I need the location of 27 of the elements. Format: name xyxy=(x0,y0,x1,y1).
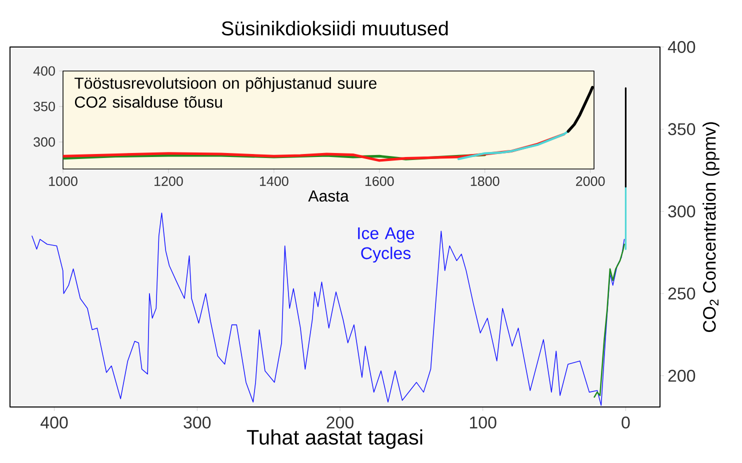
y-tick-label: 400 xyxy=(33,66,55,76)
x-axis-title: Tuhat aastat tagasi xyxy=(246,429,422,449)
y-tick-label: 350 xyxy=(668,123,696,136)
x-tick-label: 100 xyxy=(470,416,496,428)
chart-title: Süsinikdioksiidi muutused xyxy=(222,20,448,36)
annotation: Tööstusrevolutsioon on põhjustanud suure CO2 sisalduse tõusu xyxy=(74,77,376,108)
series-label: Ice Age Cycles xyxy=(358,227,414,263)
x-tick-label: 1800 xyxy=(470,176,500,186)
y-axis-title: CO$_{2}$ Concentration (ppmv) xyxy=(702,122,720,332)
line-series xyxy=(32,212,625,406)
line-series xyxy=(457,130,570,160)
y-tick-label: 300 xyxy=(668,205,696,218)
x-tick-label: 0 xyxy=(622,416,630,428)
x-tick-label: 1000 xyxy=(49,176,78,186)
x-tick-label: 1400 xyxy=(260,176,288,186)
y-tick-label: 400 xyxy=(668,40,696,53)
y-tick-label: 250 xyxy=(668,288,696,300)
x-tick-label: 1200 xyxy=(154,176,183,186)
x-axis-title: Aasta xyxy=(308,190,349,202)
y-tick-label: 350 xyxy=(34,102,55,112)
x-tick-label: 300 xyxy=(184,416,211,428)
y-tick-label: 200 xyxy=(668,370,696,382)
y-tick-label: 300 xyxy=(34,137,55,147)
x-tick-label: 200 xyxy=(326,416,354,428)
line-series xyxy=(594,244,625,398)
x-tick-label: 1600 xyxy=(365,176,394,186)
x-tick-label: 2000 xyxy=(576,176,605,186)
